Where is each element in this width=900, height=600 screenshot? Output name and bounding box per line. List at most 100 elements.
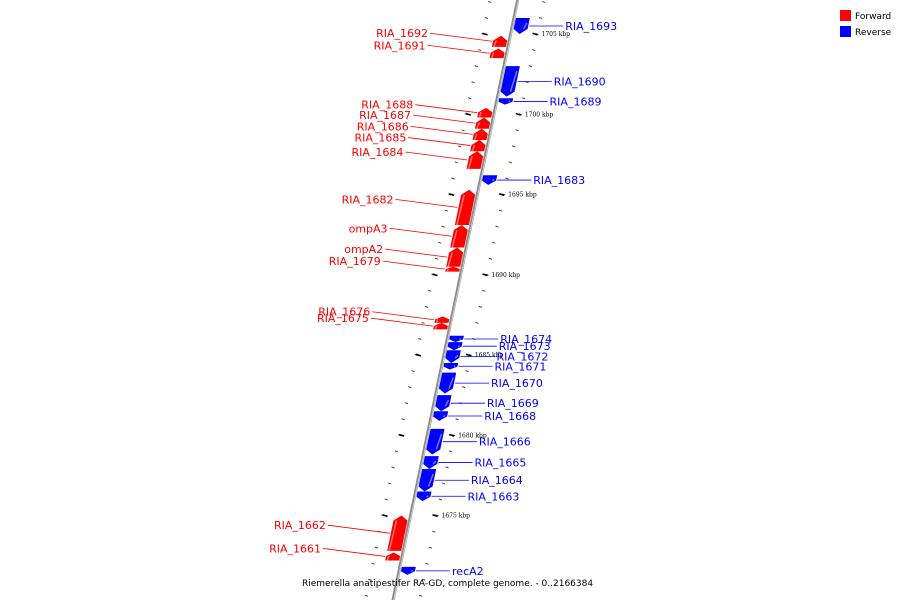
gene-label[interactable]: ompA3 [349,222,388,235]
gene-arrow[interactable] [482,175,498,185]
gene-arrow[interactable] [416,491,432,502]
gene-label[interactable]: RIA_1684 [351,146,403,159]
gene-label[interactable]: RIA_1688 [361,99,413,112]
gene-feature[interactable] [433,411,449,421]
gene-label[interactable]: RIA_1687 [359,109,411,122]
gene-arrow[interactable] [445,266,460,272]
gene-label[interactable]: ompA2 [344,243,383,256]
gene-arrow[interactable] [454,189,476,226]
gene-arrow[interactable] [449,335,464,343]
gene-label[interactable]: RIA_1685 [354,132,406,145]
gene-arrow[interactable] [423,456,439,469]
gene-label[interactable]: RIA_1671 [495,360,547,373]
gene-arrow[interactable] [445,350,461,364]
gene-arrow[interactable] [500,66,520,97]
gene-feature[interactable] [385,552,401,561]
gene-label[interactable]: RIA_1689 [550,95,602,108]
gene-arrow[interactable] [472,128,488,140]
gene-label[interactable]: RIA_1690 [554,75,606,88]
gene-label[interactable]: RIA_1676 [318,306,370,319]
gene-label[interactable]: RIA_1663 [468,490,520,503]
gene-feature[interactable] [435,395,452,412]
gene-feature[interactable] [400,566,416,575]
gene-label[interactable]: RIA_1668 [484,410,536,423]
gene-feature[interactable] [445,266,460,272]
gene-bevel [491,178,495,182]
gene-label[interactable]: recA2 [452,565,484,578]
gene-label[interactable]: RIA_1674 [500,333,552,346]
scale-minor-tick [522,97,526,100]
gene-label[interactable]: RIA_1670 [491,377,543,390]
gene-feature[interactable] [477,107,493,118]
gene-feature[interactable] [513,17,530,35]
gene-arrow[interactable] [418,468,437,492]
gene-feature[interactable] [445,350,461,364]
gene-arrow[interactable] [433,322,448,330]
gene-label[interactable]: RIA_1691 [374,39,426,52]
scale-minor-tick [421,321,425,324]
gene-label[interactable]: RIA_1692 [376,27,428,40]
gene-arrow[interactable] [434,316,450,323]
gene-feature[interactable] [454,189,476,226]
gene-arrow[interactable] [477,107,493,118]
gene-arrow[interactable] [426,428,445,455]
gene-bevel [453,365,456,368]
gene-label[interactable]: RIA_1686 [357,120,409,133]
gene-label[interactable]: RIA_1662 [274,519,326,532]
gene-arrow[interactable] [466,151,484,169]
gene-arrow[interactable] [470,139,486,152]
gene-arrow[interactable] [387,515,408,551]
gene-arrow[interactable] [435,395,452,412]
gene-arrow[interactable] [489,48,505,59]
scale-minor-tick [478,305,483,308]
gene-label[interactable]: RIA_1682 [342,193,394,206]
gene-arrow[interactable] [433,411,449,421]
gene-label[interactable]: RIA_1664 [471,474,523,487]
gene-feature[interactable] [491,35,508,48]
gene-feature[interactable] [387,515,408,552]
backbone-line [391,0,520,600]
gene-arrow[interactable] [446,247,464,267]
gene-feature[interactable] [470,139,486,152]
gene-arrow[interactable] [385,552,401,561]
gene-feature[interactable] [500,66,520,97]
gene-feature[interactable] [443,363,459,370]
gene-label[interactable]: RIA_1675 [317,312,369,325]
gene-arrow[interactable] [400,566,416,575]
gene-label[interactable]: RIA_1669 [487,397,539,410]
gene-label[interactable]: RIA_1672 [497,351,549,364]
gene-arrow[interactable] [443,363,459,370]
gene-arrow[interactable] [491,35,508,47]
gene-feature[interactable] [498,98,514,105]
gene-feature[interactable] [472,128,488,141]
gene-arrow[interactable] [513,17,530,35]
gene-feature[interactable] [416,491,432,502]
gene-arrow[interactable] [438,372,457,394]
gene-feature[interactable] [450,225,468,248]
gene-feature[interactable] [433,322,448,330]
gene-feature[interactable] [434,316,450,324]
gene-feature[interactable] [426,428,445,455]
gene-arrow[interactable] [474,117,491,129]
gene-label[interactable]: RIA_1679 [329,255,381,268]
gene-arrow[interactable] [447,342,463,351]
gene-feature[interactable] [489,48,505,59]
gene-label[interactable]: RIA_1665 [475,457,527,470]
gene-feature[interactable] [446,247,464,267]
gene-arrow[interactable] [498,98,514,105]
gene-feature[interactable] [482,175,498,185]
gene-label[interactable]: RIA_1661 [269,542,321,555]
gene-feature[interactable] [423,456,439,469]
gene-feature[interactable] [447,342,463,351]
gene-label[interactable]: RIA_1666 [479,436,531,449]
gene-label[interactable]: RIA_1673 [499,340,551,353]
gene-feature[interactable] [474,117,491,129]
scale-minor-tick [528,65,533,68]
gene-feature[interactable] [418,468,437,492]
gene-feature[interactable] [449,335,464,343]
gene-feature[interactable] [466,151,484,170]
gene-arrow[interactable] [450,225,468,248]
gene-label[interactable]: RIA_1693 [565,20,617,33]
gene-label[interactable]: RIA_1683 [533,174,585,187]
gene-feature[interactable] [438,372,457,394]
